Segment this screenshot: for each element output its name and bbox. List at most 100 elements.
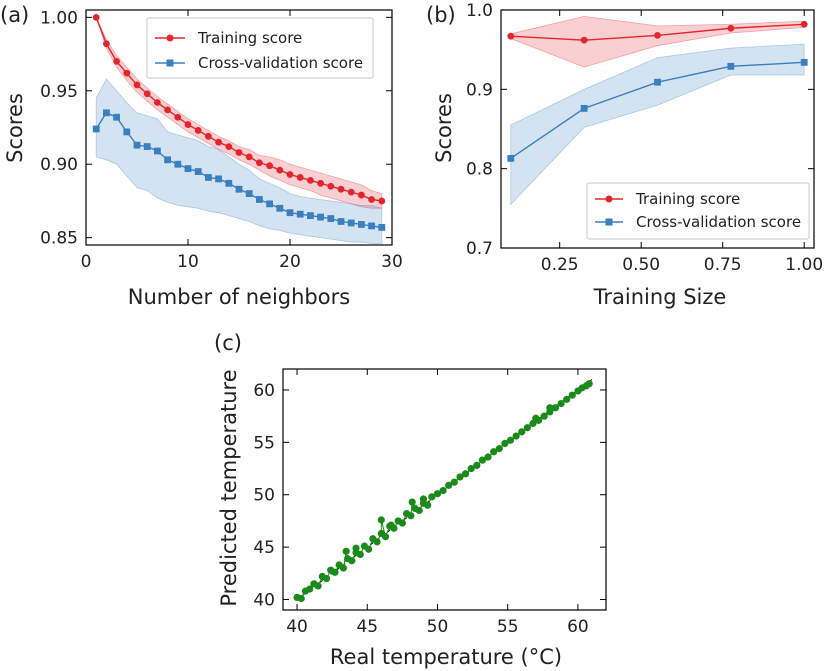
panel-b-training-point <box>507 32 515 40</box>
panel-a-cv-point <box>286 209 294 217</box>
panel-a-cv-point <box>347 219 355 227</box>
panel-c-point <box>387 521 395 529</box>
panel-a-cv-point <box>164 156 171 164</box>
panel-a-training-point <box>368 196 375 203</box>
panel-c-point <box>490 448 498 456</box>
panel-a-legend-cv: Cross-validation score <box>198 54 363 72</box>
panel-a-cv-point <box>266 200 273 208</box>
panel-c-point <box>473 461 481 469</box>
panel-c-point <box>352 544 360 552</box>
panel-a-training-point <box>245 153 253 161</box>
panel-b-xlabel: Training Size <box>593 285 727 309</box>
panel-a-xlabel: Number of neighbors <box>128 285 350 309</box>
panel-b-xtick-label: 1.00 <box>785 255 823 275</box>
panel-a-marks <box>92 13 386 244</box>
panel-label-c: (c) <box>214 331 242 355</box>
panel-a-cv-point <box>378 223 386 231</box>
panel-c-point <box>546 404 554 412</box>
panel-c-xtick-label: 60 <box>567 617 589 637</box>
panel-b-legend-cv: Cross-validation score <box>636 213 801 231</box>
panel-a-cv-point <box>123 128 131 136</box>
panel-c-point <box>419 495 428 503</box>
panel-a-legend-box <box>146 17 374 79</box>
panel-b-training-point <box>580 36 588 44</box>
panel-c-point <box>461 470 470 478</box>
panel-a-training-point <box>327 182 335 190</box>
panel-b-xtick-label: 0.75 <box>704 255 742 275</box>
panel-b-xtick-label: 0.50 <box>622 255 660 275</box>
panel-c-point <box>348 557 356 565</box>
panel-a-training-point <box>143 90 151 98</box>
panel-a-cv-point <box>92 125 100 133</box>
panel-c-ytick-label: 50 <box>253 486 275 506</box>
panel-a-cv-point <box>154 147 161 155</box>
panel-c-marks <box>293 379 593 603</box>
panel-a-cv-point <box>256 196 263 203</box>
panel-b-marks <box>507 15 808 206</box>
panel-a-cv-band <box>95 78 383 244</box>
panel-a-training-point <box>123 69 131 77</box>
panel-a-training-point <box>296 174 304 181</box>
panel-b-xtick-label: 0.25 <box>541 255 579 275</box>
panel-c-ylabel: Predicted temperature <box>217 369 241 606</box>
panel-a-training-point <box>113 58 120 65</box>
panel-a: 0 10 20 30 0.85 0.90 0.95 1.00 Number of neighb… <box>3 8 403 309</box>
panel-a-cv-point <box>327 215 335 222</box>
panel-a-cv-point <box>317 213 324 221</box>
panel-b-cv-band <box>510 43 805 206</box>
panel-a-training-point <box>317 179 324 187</box>
panel-a-cv-point <box>133 141 141 149</box>
panel-a-cv-point <box>113 113 120 121</box>
panel-a-frame <box>85 9 393 246</box>
panel-b-cv-point <box>727 62 735 70</box>
panel-b-ytick-label: 0.9 <box>466 80 493 100</box>
panel-c-point <box>506 436 515 444</box>
panel-label-a: (a) <box>0 3 29 27</box>
panel-b-legend-marker-training <box>605 195 613 203</box>
panel-a-ytick-label: 1.00 <box>40 8 78 28</box>
panel-a-cv-point <box>337 218 345 225</box>
panel-c-xtick-label: 55 <box>497 617 519 637</box>
panel-c-point <box>445 481 453 489</box>
panel-a-legend-marker-cv <box>166 59 174 67</box>
panel-a-training-point <box>103 40 110 48</box>
panel-a-ytick-label: 0.90 <box>40 155 78 175</box>
panel-a-ticks: 0 10 20 30 0.85 0.90 0.95 1.00 <box>40 8 403 272</box>
panel-a-xtick-label: 10 <box>177 252 199 272</box>
panel-c-point <box>381 533 390 541</box>
panel-c-xtick-label: 45 <box>356 617 378 637</box>
panel-a-ytick-label: 0.95 <box>40 82 78 102</box>
panel-c-point <box>428 493 436 501</box>
panel-c-point <box>356 550 364 559</box>
panel-c-point <box>512 432 520 440</box>
panel-c-point <box>377 516 385 524</box>
panel-b-ylabel: Scores <box>432 93 456 163</box>
panel-a-cv-point <box>215 175 222 183</box>
panel-c-ytick-label: 60 <box>253 381 275 401</box>
panel-b-legend: Training score Cross-validation score <box>586 182 810 240</box>
panel-c-point <box>540 412 548 420</box>
panel-b-cv-point <box>654 78 661 86</box>
panel-a-training-point <box>307 176 314 184</box>
panel-b-legend-box <box>586 182 810 240</box>
panel-b-training-point <box>800 20 808 28</box>
panel-c-frame <box>282 368 607 611</box>
panel-a-training-point <box>133 81 141 89</box>
panel-b-cv-point <box>580 104 588 112</box>
panel-label-b: (b) <box>426 3 456 27</box>
panel-a-training-point <box>154 99 161 106</box>
panel-a-training-point <box>215 138 223 146</box>
panel-c-point <box>568 391 576 399</box>
panel-a-training-point <box>194 127 202 134</box>
panel-a-training-point <box>174 113 182 121</box>
panel-a-training-point <box>358 191 365 199</box>
panel-b-ytick-label: 1.0 <box>466 1 493 21</box>
panel-a-cv-point <box>296 210 304 218</box>
panel-c-xtick-label: 40 <box>286 617 308 637</box>
panel-a-cv-point <box>184 165 192 173</box>
panel-c-point <box>407 512 415 520</box>
panel-a-training-point <box>205 132 212 140</box>
panel-a-training-point <box>92 13 100 21</box>
panel-a-cv-point <box>225 179 233 187</box>
panel-b-training-point <box>654 31 661 39</box>
